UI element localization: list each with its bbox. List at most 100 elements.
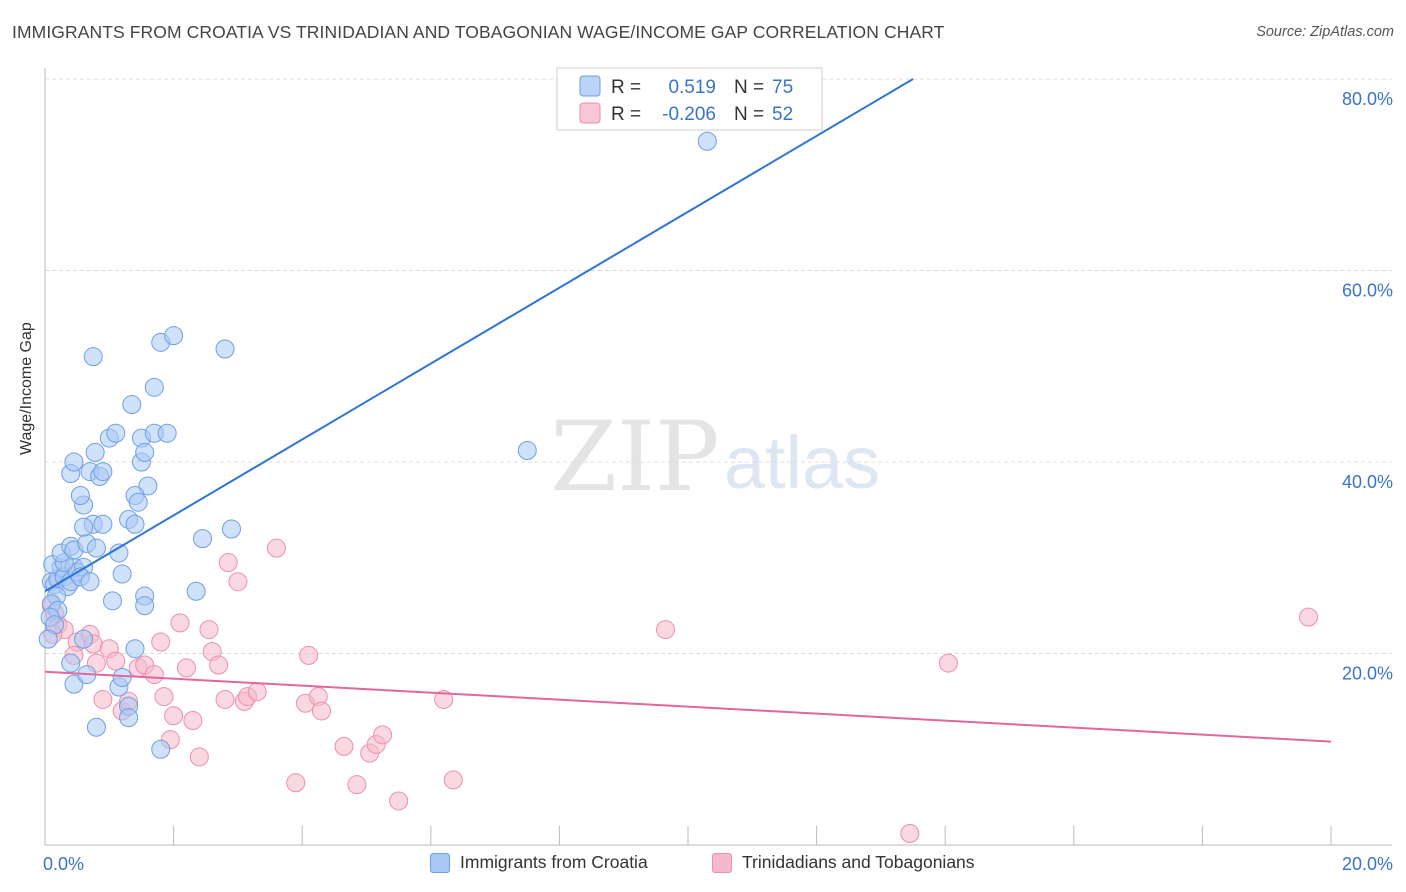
point-trinidad xyxy=(93,689,113,709)
point-croatia xyxy=(86,717,106,737)
point-croatia xyxy=(157,423,177,443)
legend-label-trinidad: Trinidadians and Tobagonians xyxy=(742,852,975,872)
trend-lines xyxy=(44,78,1332,743)
point-trinidad xyxy=(443,770,463,790)
n-value: 52 xyxy=(772,104,793,125)
n-label: N = xyxy=(734,104,764,125)
point-croatia xyxy=(151,739,171,759)
point-croatia xyxy=(164,326,184,346)
point-croatia xyxy=(186,581,206,601)
point-croatia xyxy=(93,514,113,534)
point-trinidad xyxy=(938,653,958,673)
point-trinidad xyxy=(151,632,171,652)
r-label: R = xyxy=(611,104,641,125)
point-trinidad xyxy=(900,824,920,844)
stats-swatch-trinidad xyxy=(579,102,601,124)
axes: 20.0% 40.0% 60.0% 80.0% 0.0% 20.0% xyxy=(43,68,1393,874)
point-croatia xyxy=(697,131,717,151)
r-value: 0.519 xyxy=(668,77,716,98)
point-trinidad xyxy=(218,553,238,573)
point-trinidad xyxy=(334,736,354,756)
point-trinidad xyxy=(183,711,203,731)
point-croatia xyxy=(70,486,90,506)
point-croatia xyxy=(138,476,158,496)
y-tick-label: 60.0% xyxy=(1342,281,1393,301)
source-credit: Source: ZipAtlas.com xyxy=(1256,24,1394,40)
x-tick-label: 0.0% xyxy=(43,854,84,874)
legend-label-croatia: Immigrants from Croatia xyxy=(460,852,648,872)
r-label: R = xyxy=(611,77,641,98)
point-trinidad xyxy=(389,791,409,811)
legend-item-croatia[interactable]: Immigrants from Croatia xyxy=(430,852,648,873)
point-trinidad xyxy=(209,655,229,675)
point-trinidad xyxy=(106,651,126,671)
point-croatia xyxy=(83,347,103,367)
point-croatia xyxy=(215,339,235,359)
point-croatia xyxy=(221,519,241,539)
series-legend: Immigrants from Croatia Trinidadians and… xyxy=(0,852,1406,878)
point-croatia xyxy=(61,653,81,673)
point-trinidad xyxy=(373,725,393,745)
stats-legend: R = 0.519 N = 75 R = -0.206 N = 52 xyxy=(556,67,823,131)
point-trinidad xyxy=(144,665,164,685)
point-croatia xyxy=(125,639,145,659)
point-trinidad xyxy=(189,747,209,767)
point-croatia xyxy=(74,517,94,537)
point-croatia xyxy=(112,564,132,584)
y-axis-label: Wage/Income Gap xyxy=(18,322,35,455)
point-trinidad xyxy=(1298,607,1318,627)
point-croatia xyxy=(85,442,105,462)
point-croatia xyxy=(144,377,164,397)
point-trinidad xyxy=(311,701,331,721)
point-trinidad xyxy=(228,572,248,592)
trend-line-croatia xyxy=(44,78,914,593)
point-trinidad xyxy=(286,773,306,793)
point-trinidad xyxy=(299,645,319,665)
point-croatia xyxy=(125,514,145,534)
legend-swatch-trinidad xyxy=(712,852,732,873)
point-croatia xyxy=(80,572,100,592)
stats-legend-box xyxy=(556,67,823,131)
stats-swatch-croatia xyxy=(579,75,601,97)
point-trinidad xyxy=(347,775,367,795)
point-croatia xyxy=(517,441,537,461)
point-trinidad xyxy=(176,658,196,678)
point-trinidad xyxy=(247,682,267,702)
point-trinidad xyxy=(170,613,190,633)
watermark-zip: ZIP xyxy=(550,401,719,513)
chart-title: IMMIGRANTS FROM CROATIA VS TRINIDADIAN A… xyxy=(12,22,945,42)
point-croatia xyxy=(64,452,84,472)
grid xyxy=(45,78,1392,654)
y-tick-label: 80.0% xyxy=(1342,89,1393,109)
point-croatia xyxy=(64,674,84,694)
point-croatia xyxy=(106,423,126,443)
point-croatia xyxy=(193,529,213,549)
point-croatia xyxy=(103,591,123,611)
point-trinidad xyxy=(266,538,286,558)
legend-item-trinidad[interactable]: Trinidadians and Tobagonians xyxy=(712,852,975,873)
n-label: N = xyxy=(734,77,764,98)
point-trinidad xyxy=(434,689,454,709)
r-value: -0.206 xyxy=(662,104,716,125)
point-croatia xyxy=(93,462,113,482)
point-trinidad xyxy=(655,620,675,640)
point-croatia xyxy=(122,395,142,415)
y-tick-label: 20.0% xyxy=(1342,664,1393,684)
point-trinidad xyxy=(215,689,235,709)
point-croatia xyxy=(119,708,139,728)
legend-swatch-croatia xyxy=(430,852,450,873)
point-croatia xyxy=(112,667,132,687)
x-tick-label: 20.0% xyxy=(1342,854,1393,874)
point-croatia xyxy=(74,629,94,649)
point-trinidad xyxy=(164,706,184,726)
trend-line-trinidad xyxy=(44,670,1332,743)
point-trinidad xyxy=(199,620,219,640)
y-tick-label: 40.0% xyxy=(1342,472,1393,492)
point-croatia xyxy=(86,538,106,558)
n-value: 75 xyxy=(772,77,793,98)
watermark: ZIP atlas xyxy=(550,401,880,513)
point-croatia xyxy=(128,492,148,512)
point-croatia xyxy=(135,442,155,462)
point-croatia xyxy=(38,629,58,649)
